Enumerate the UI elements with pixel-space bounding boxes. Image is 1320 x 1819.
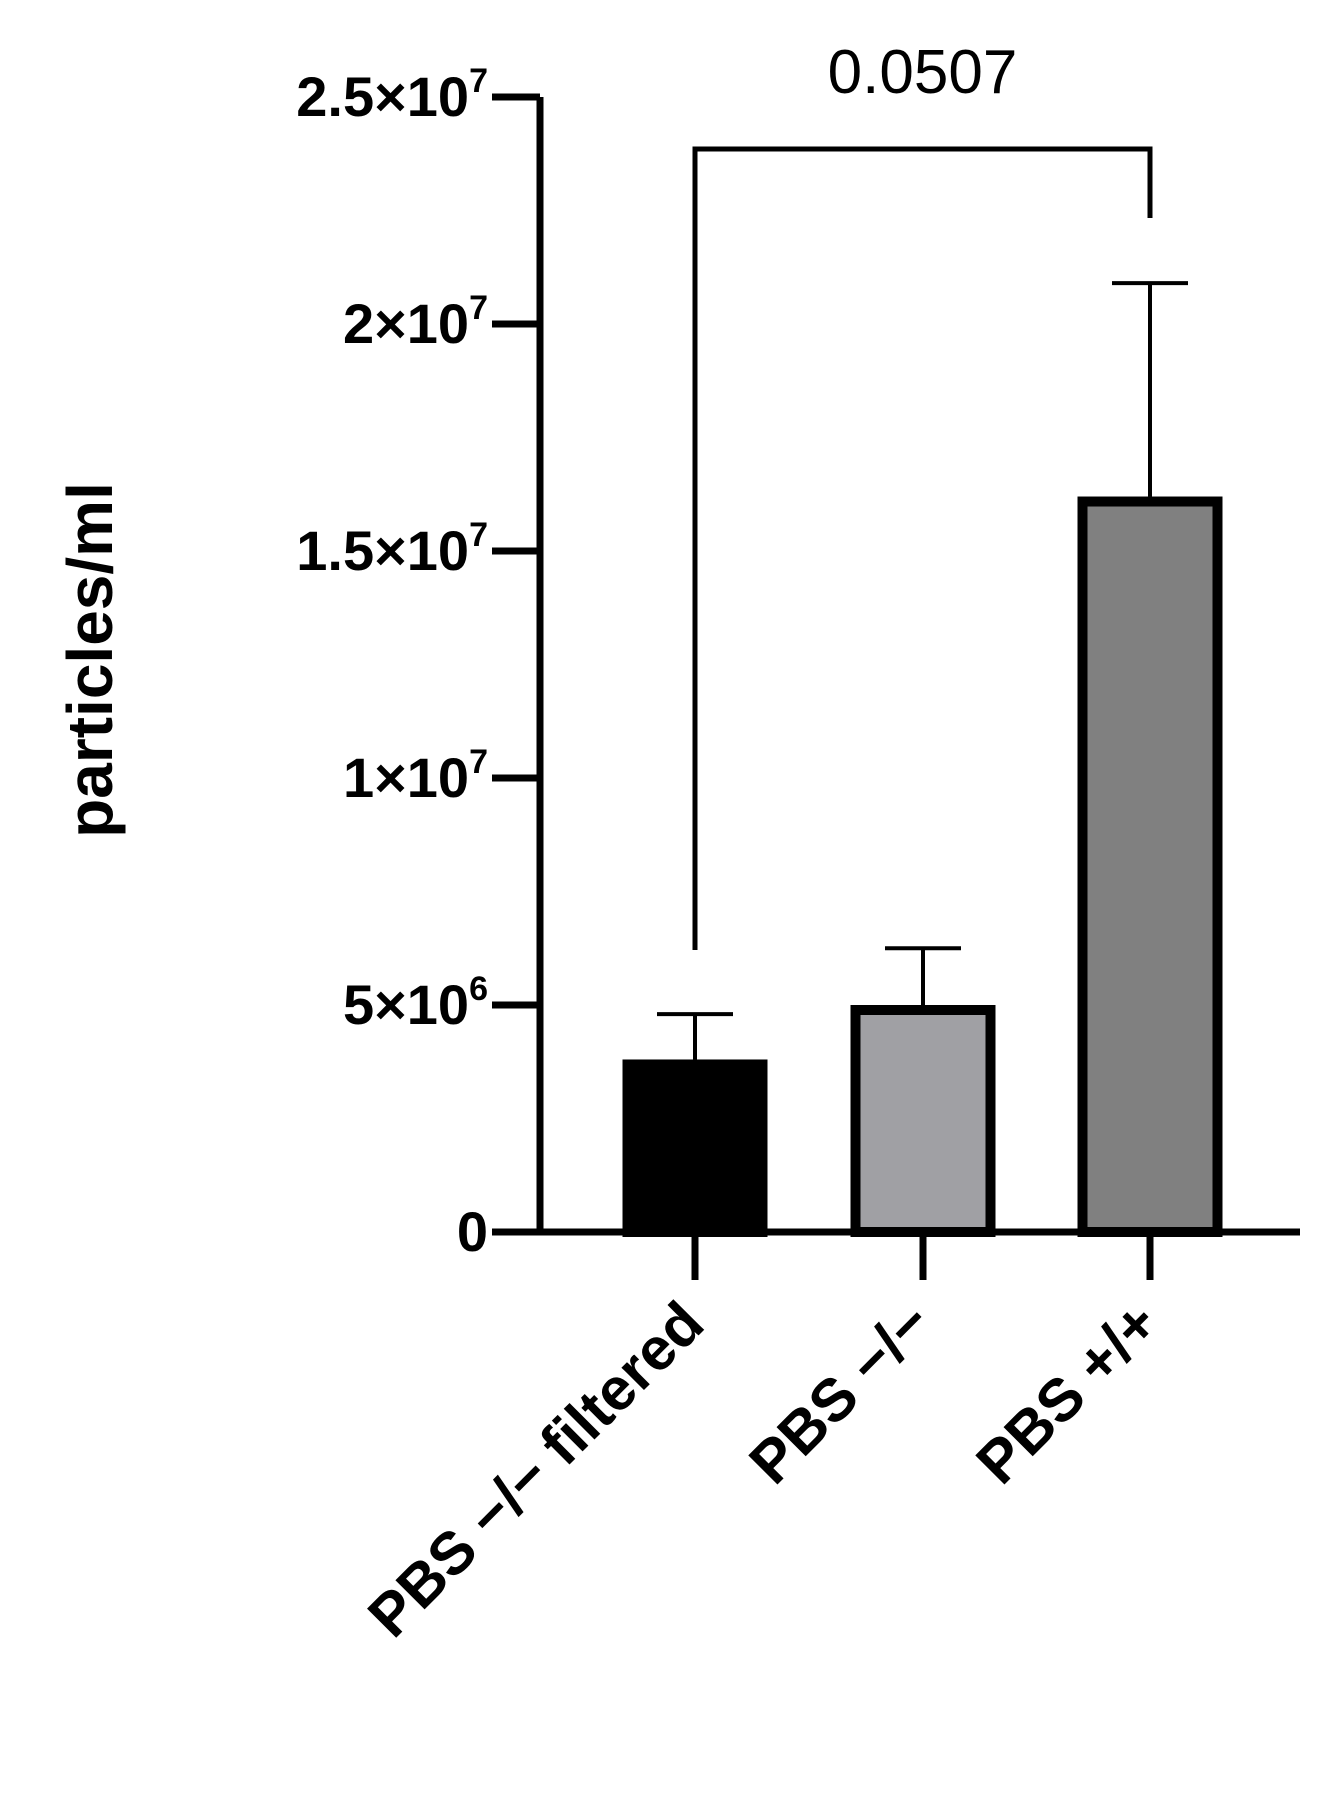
y-tick-label-1: 5×106 (343, 970, 488, 1036)
axes-group (492, 97, 1300, 1236)
y-tick-label-2: 1×107 (343, 743, 488, 809)
x-tick-label-3: PBS +/+ (963, 1289, 1171, 1497)
bar-1 (622, 1059, 768, 1237)
significance-bracket (692, 146, 1153, 950)
bar-3 (1077, 496, 1223, 1237)
y-tick-label-3: 1.5×107 (296, 516, 488, 582)
y-tick-label-0: 0 (457, 1200, 488, 1263)
error-bars-group (657, 281, 1188, 1060)
annotations-group: 0.0507 (692, 38, 1153, 950)
bar-2 (850, 1005, 996, 1237)
x-tick-label-1: PBS −/− filtered (355, 1289, 716, 1650)
y-axis-label: particles/ml (54, 482, 126, 838)
y-tick-label-5: 2.5×107 (296, 62, 488, 128)
p-value-label: 0.0507 (828, 38, 1018, 107)
x-tick-label-2: PBS −/− (736, 1289, 944, 1497)
y-ticks-group: 0 5×106 1×107 1.5×107 2×107 2.5×107 (296, 62, 540, 1263)
x-ticks-group: PBS −/− filtered PBS −/− PBS +/+ (355, 1232, 1171, 1650)
bars-group (622, 496, 1223, 1237)
y-tick-label-4: 2×107 (343, 289, 488, 355)
